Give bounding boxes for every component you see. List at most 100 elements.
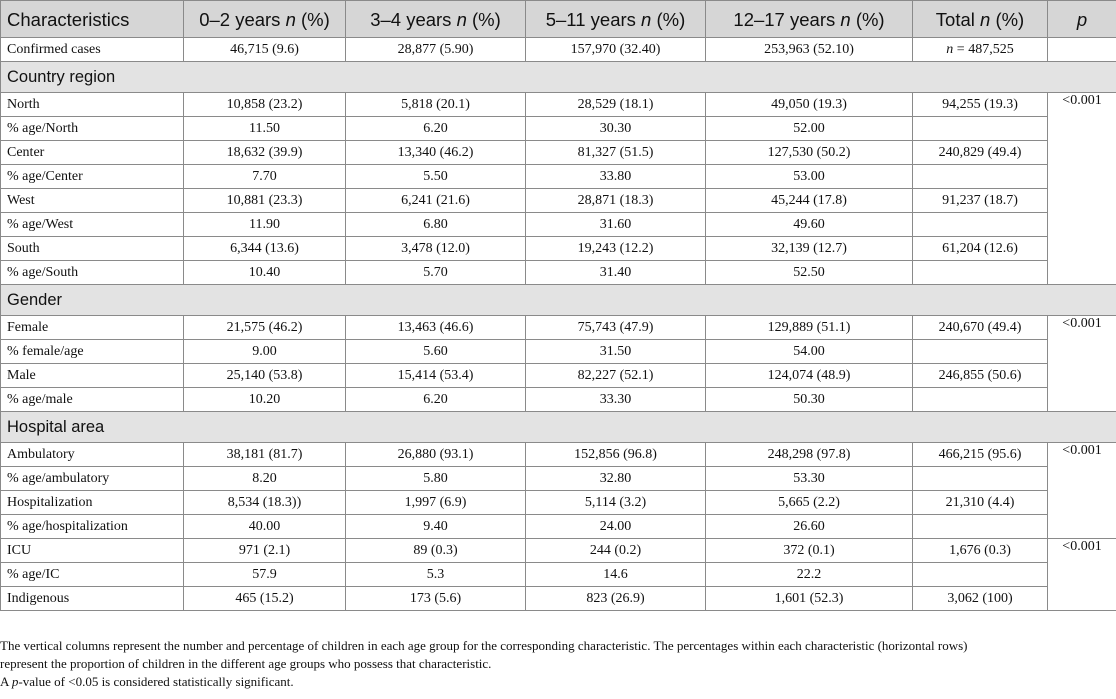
- cell-0-2: 11.90: [183, 212, 346, 237]
- header-row: Characteristics 0–2 years n (%) 3–4 year…: [0, 0, 1116, 38]
- cell-total: [912, 466, 1048, 491]
- cell-total: 240,670 (49.4): [912, 315, 1048, 340]
- cell-5-11: 81,327 (51.5): [525, 140, 706, 165]
- row-label: South: [0, 236, 184, 261]
- cell-3-4: 5.60: [345, 339, 526, 364]
- cell-12-17: 53.00: [705, 164, 913, 189]
- cell-0-2: 10.20: [183, 387, 346, 412]
- cell-0-2: 10,881 (23.3): [183, 188, 346, 213]
- table-row: West 10,881 (23.3) 6,241 (21.6) 28,871 (18.…: [0, 188, 1116, 213]
- cell-total: [912, 164, 1048, 189]
- cell-3-4: 6.20: [345, 387, 526, 412]
- cell-0-2: 25,140 (53.8): [183, 363, 346, 388]
- col-header-0-2: 0–2 years n (%): [183, 0, 346, 38]
- footnote-line: The vertical columns represent the numbe…: [0, 638, 968, 653]
- cell-p-value: <0.001: [1047, 442, 1116, 539]
- cell-3-4: 13,340 (46.2): [345, 140, 526, 165]
- row-label: ICU: [0, 538, 184, 563]
- cell-5-11: 33.80: [525, 164, 706, 189]
- cell-5-11: 157,970 (32.40): [525, 37, 706, 62]
- cell-total: [912, 387, 1048, 412]
- row-label: Female: [0, 315, 184, 340]
- cell-p-value: <0.001: [1047, 538, 1116, 611]
- cell-5-11: 75,743 (47.9): [525, 315, 706, 340]
- cell-12-17: 49,050 (19.3): [705, 92, 913, 117]
- cell-12-17: 1,601 (52.3): [705, 586, 913, 611]
- cell-0-2: 9.00: [183, 339, 346, 364]
- cell-5-11: 28,529 (18.1): [525, 92, 706, 117]
- cell-12-17: 124,074 (48.9): [705, 363, 913, 388]
- cell-5-11: 244 (0.2): [525, 538, 706, 563]
- cell-5-11: 28,871 (18.3): [525, 188, 706, 213]
- cell-3-4: 5.70: [345, 260, 526, 285]
- table-row: % age/West 11.90 6.80 31.60 49.60: [0, 212, 1116, 237]
- cell-0-2: 46,715 (9.6): [183, 37, 346, 62]
- cell-12-17: 49.60: [705, 212, 913, 237]
- cell-12-17: 52.00: [705, 116, 913, 141]
- cell-total: 94,255 (19.3): [912, 92, 1048, 117]
- cell-total: 246,855 (50.6): [912, 363, 1048, 388]
- row-label: Male: [0, 363, 184, 388]
- cell-0-2: 57.9: [183, 562, 346, 587]
- cell-12-17: 52.50: [705, 260, 913, 285]
- section-title: Country region: [0, 61, 1116, 93]
- cell-3-4: 13,463 (46.6): [345, 315, 526, 340]
- table-row: % age/ambulatory 8.20 5.80 32.80 53.30: [0, 466, 1116, 491]
- cell-12-17: 22.2: [705, 562, 913, 587]
- cell-12-17: 129,889 (51.1): [705, 315, 913, 340]
- table-row: Female 21,575 (46.2) 13,463 (46.6) 75,743 (…: [0, 315, 1116, 412]
- cell-0-2: 40.00: [183, 514, 346, 539]
- footnote-pvalue: A p-value of <0.05 is considered statist…: [0, 674, 294, 689]
- col-header-total: Total n (%): [912, 0, 1048, 38]
- cell-0-2: 18,632 (39.9): [183, 140, 346, 165]
- col-header-3-4: 3–4 years n (%): [345, 0, 526, 38]
- cell-3-4: 6.20: [345, 116, 526, 141]
- cell-3-4: 5.50: [345, 164, 526, 189]
- cell-0-2: 10.40: [183, 260, 346, 285]
- cell-0-2: 11.50: [183, 116, 346, 141]
- row-label: West: [0, 188, 184, 213]
- table-row: % age/Center 7.70 5.50 33.80 53.00: [0, 164, 1116, 189]
- section-header-row: Gender: [0, 284, 1116, 316]
- cell-5-11: 24.00: [525, 514, 706, 539]
- cell-5-11: 31.50: [525, 339, 706, 364]
- cell-12-17: 5,665 (2.2): [705, 490, 913, 515]
- cell-total: [912, 562, 1048, 587]
- cell-p-value: <0.001: [1047, 315, 1116, 412]
- col-header-5-11: 5–11 years n (%): [525, 0, 706, 38]
- cell-p-value: <0.001: [1047, 92, 1116, 285]
- row-label: % female/age: [0, 339, 184, 364]
- cell-12-17: 50.30: [705, 387, 913, 412]
- row-label: Center: [0, 140, 184, 165]
- table-row: % female/age 9.00 5.60 31.50 54.00: [0, 339, 1116, 364]
- cell-5-11: 14.6: [525, 562, 706, 587]
- row-label: North: [0, 92, 184, 117]
- cell-5-11: 5,114 (3.2): [525, 490, 706, 515]
- cell-total: [912, 339, 1048, 364]
- cell-total: [912, 116, 1048, 141]
- cell-total: 91,237 (18.7): [912, 188, 1048, 213]
- cell-total: 61,204 (12.6): [912, 236, 1048, 261]
- cell-3-4: 6.80: [345, 212, 526, 237]
- cell-12-17: 53.30: [705, 466, 913, 491]
- cell-0-2: 971 (2.1): [183, 538, 346, 563]
- cell-5-11: 823 (26.9): [525, 586, 706, 611]
- cell-0-2: 8,534 (18.3)): [183, 490, 346, 515]
- cell-5-11: 82,227 (52.1): [525, 363, 706, 388]
- row-label: % age/ambulatory: [0, 466, 184, 491]
- table-body: Confirmed cases 46,715 (9.6) 28,877 (5.9…: [0, 37, 1116, 611]
- cell-0-2: 8.20: [183, 466, 346, 491]
- cell-total: n = 487,525: [912, 37, 1048, 62]
- cell-12-17: 32,139 (12.7): [705, 236, 913, 261]
- cell-12-17: 26.60: [705, 514, 913, 539]
- cell-3-4: 5,818 (20.1): [345, 92, 526, 117]
- row-label: % age/IC: [0, 562, 184, 587]
- cell-0-2: 7.70: [183, 164, 346, 189]
- cell-total: [912, 212, 1048, 237]
- cell-5-11: 152,856 (96.8): [525, 442, 706, 467]
- cell-p: [1047, 37, 1116, 62]
- cell-3-4: 173 (5.6): [345, 586, 526, 611]
- cell-total: 21,310 (4.4): [912, 490, 1048, 515]
- cell-total: 466,215 (95.6): [912, 442, 1048, 467]
- table-row: Indigenous 465 (15.2) 173 (5.6) 823 (26.9) 1…: [0, 586, 1116, 611]
